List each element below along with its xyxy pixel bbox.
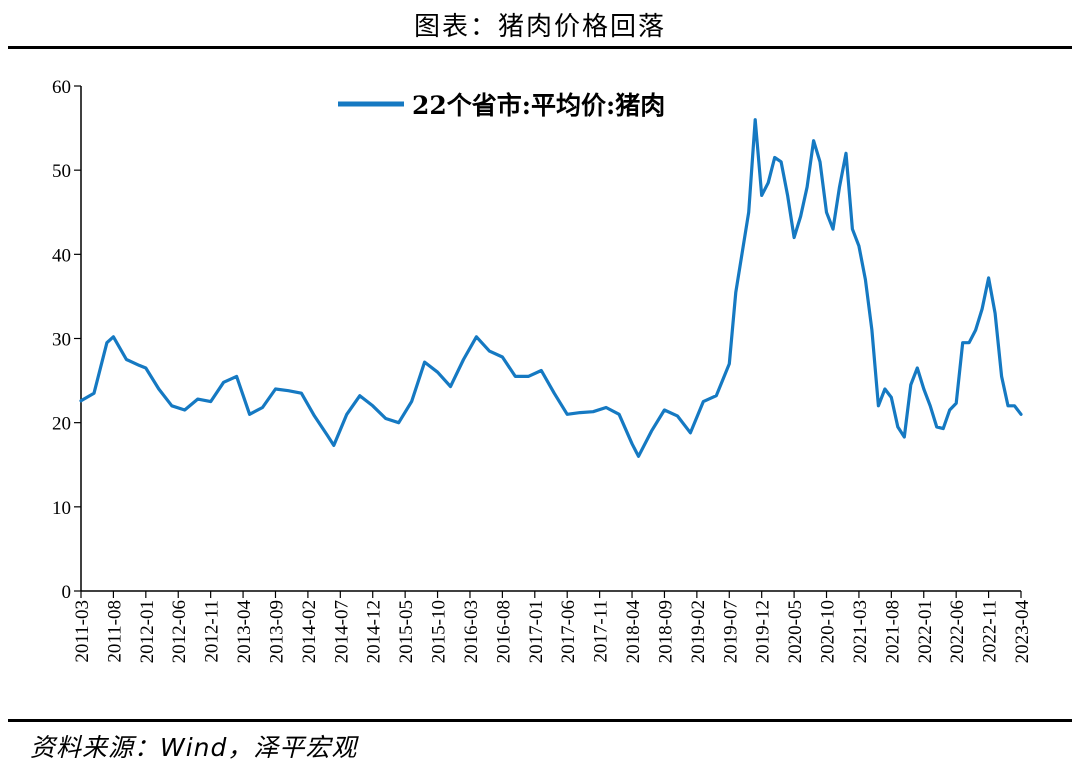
x-tick-label: 2020-10	[818, 600, 839, 663]
x-tick-label: 2015-05	[396, 600, 417, 663]
x-tick-label: 2011-08	[104, 600, 125, 663]
y-tick-label: 30	[52, 330, 71, 351]
x-tick-label: 2016-03	[461, 600, 482, 663]
x-tick-label: 2012-11	[202, 600, 223, 663]
source-note: 资料来源：Wind，泽平宏观	[30, 733, 358, 762]
legend-label: 22个省市:平均价:猪肉	[412, 91, 665, 120]
x-tick-label: 2011-03	[72, 600, 93, 663]
y-tick-label: 10	[52, 498, 71, 519]
x-tick-label: 2018-09	[655, 600, 676, 663]
x-tick-label: 2014-02	[299, 600, 320, 663]
series-line-pork-price	[79, 118, 1023, 458]
x-tick-label: 2022-11	[980, 600, 1001, 663]
x-tick-labels: 2011-03 2011-08 2012-01 2012-06 2012-11 2013-…	[72, 600, 1033, 664]
x-tick-label: 2019-12	[753, 600, 774, 663]
x-tick-label: 2017-11	[591, 600, 612, 663]
series-layer	[79, 118, 1023, 458]
x-tick-label: 2020-05	[785, 600, 806, 663]
x-tick-label: 2022-01	[915, 600, 936, 663]
x-tick-label: 2017-06	[558, 600, 579, 663]
x-tick-label: 2012-01	[137, 600, 158, 663]
top-rule	[8, 46, 1072, 49]
chart-title: 图表：猪肉价格回落	[413, 12, 666, 42]
y-tick-label: 50	[52, 161, 71, 182]
x-tick-label: 2013-04	[234, 600, 255, 664]
x-tick-label: 2017-01	[526, 600, 547, 663]
y-tick-label: 40	[52, 245, 71, 266]
x-tick-label: 2016-08	[493, 600, 514, 663]
x-tick-label: 2012-06	[169, 600, 190, 663]
x-tick-label: 2014-07	[331, 600, 352, 663]
legend: 22个省市:平均价:猪肉	[338, 91, 665, 120]
x-tick-label: 2021-03	[850, 600, 871, 663]
x-tick-label: 2023-04	[1012, 600, 1033, 664]
x-tick-label: 2015-10	[429, 600, 450, 663]
y-tick-label: 60	[52, 77, 71, 98]
x-tick-label: 2018-04	[623, 600, 644, 664]
x-tick-label: 2019-07	[720, 600, 741, 663]
y-tick-label: 0	[62, 582, 72, 603]
x-tick-label: 2021-08	[882, 600, 903, 663]
x-tick-label: 2019-02	[688, 600, 709, 663]
chart-axes	[74, 85, 1022, 598]
x-tick-label: 2014-12	[364, 600, 385, 663]
line-chart: 0 10 20 30 40 50 60 2011-03 2011-08 2012-01 2012-…	[52, 77, 1033, 664]
bottom-rule	[8, 719, 1072, 722]
y-tick-labels: 0 10 20 30 40 50 60	[52, 77, 71, 603]
y-tick-label: 20	[52, 414, 71, 435]
x-tick-label: 2013-09	[266, 600, 287, 663]
x-tick-label: 2022-06	[947, 600, 968, 663]
